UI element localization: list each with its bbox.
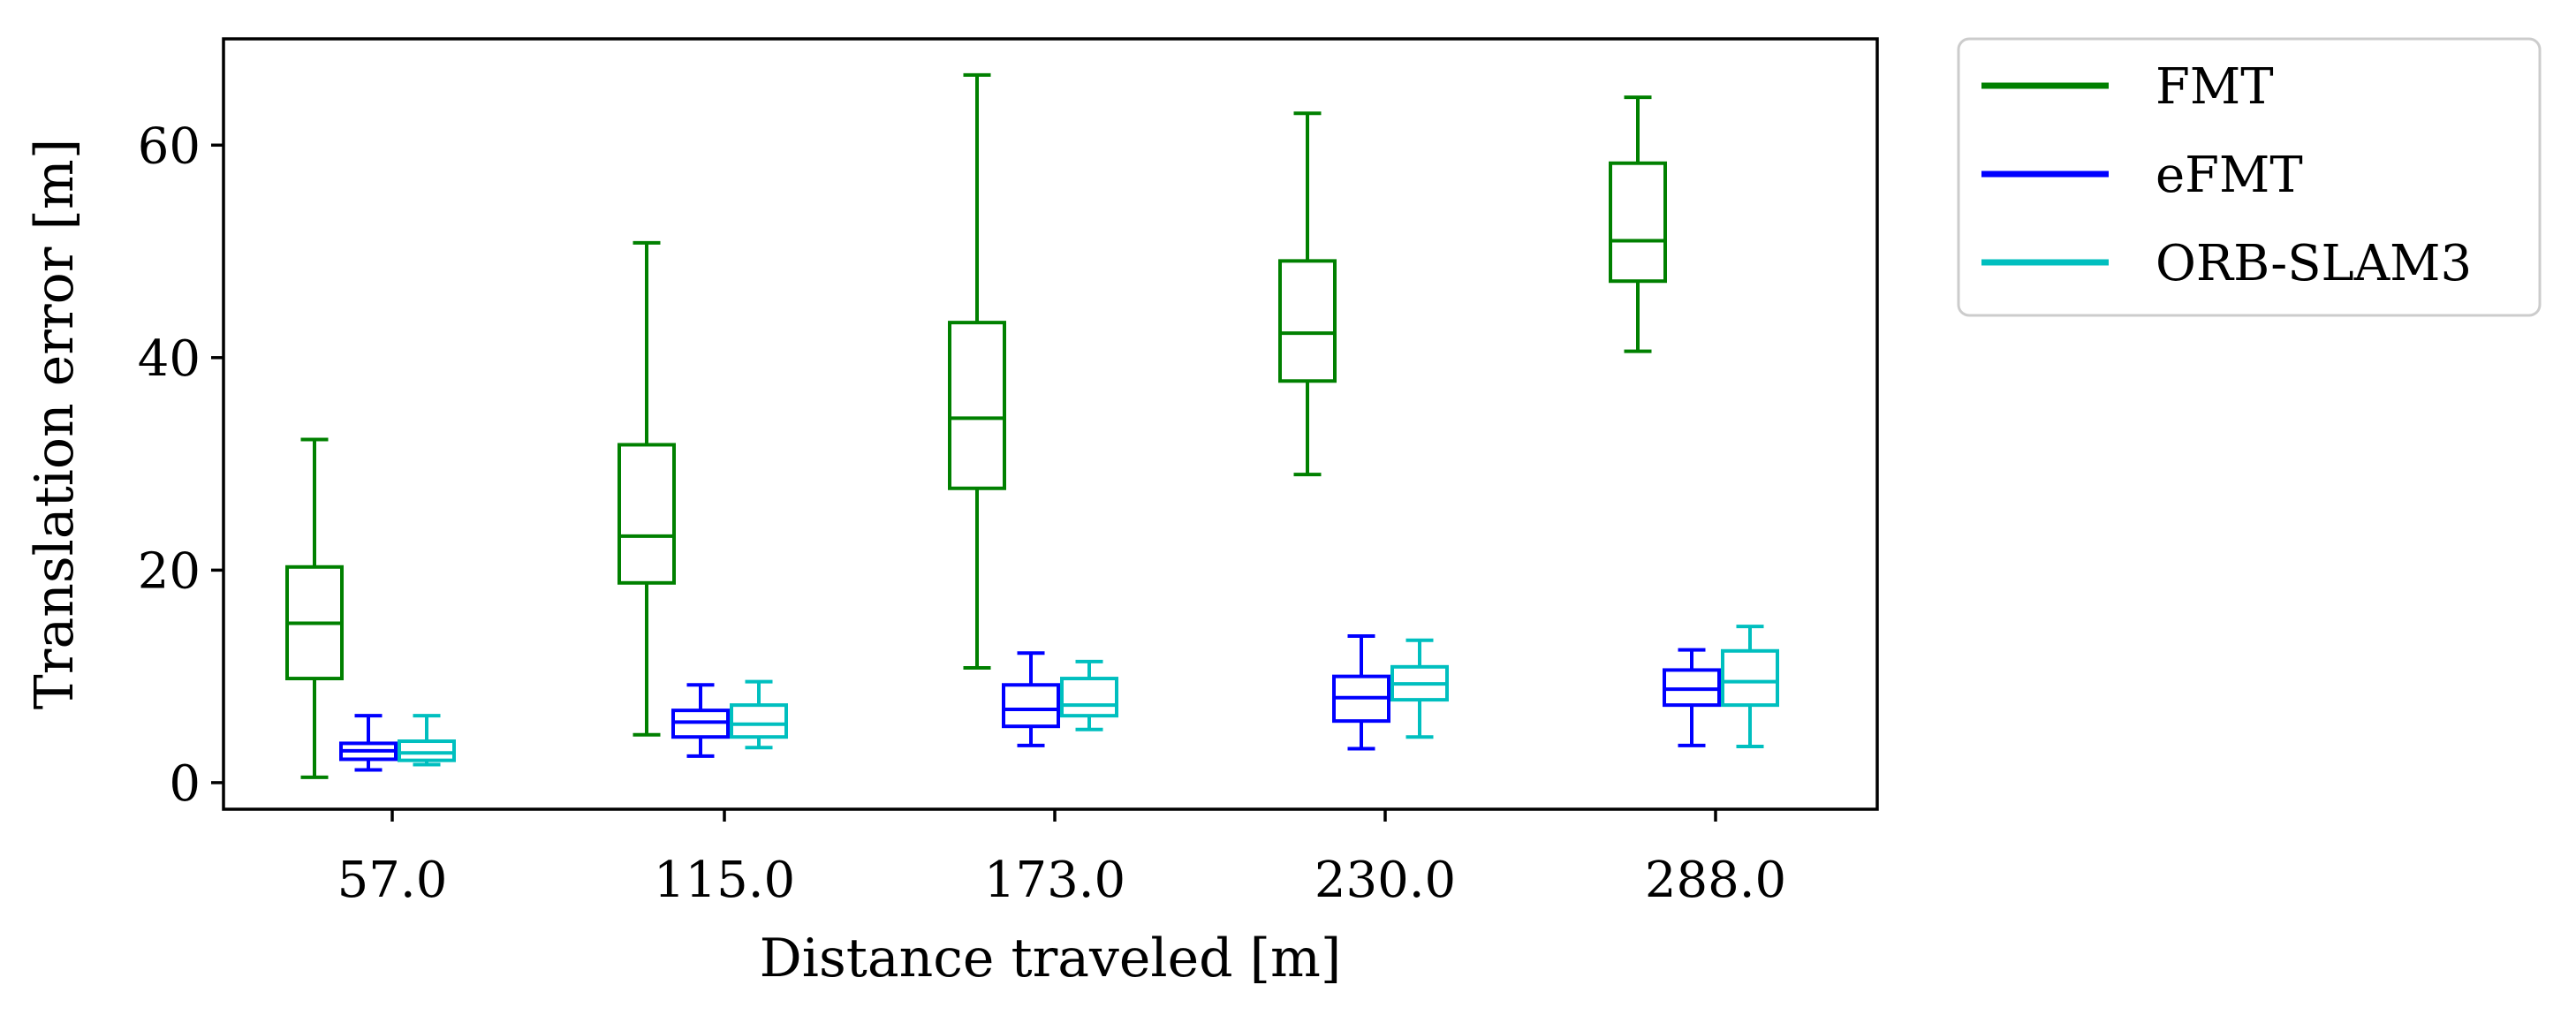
legend: FMT eFMT ORB-SLAM3 [1957,37,2542,317]
box-fmt-115-0 [617,240,676,737]
iqr-box [1609,161,1667,284]
x-tick-label: 173.0 [984,852,1125,909]
legend-label: FMT [2156,58,2274,116]
iqr-box [617,443,676,585]
box-efmt-288-0 [1663,648,1721,747]
legend-entry-efmt: eFMT [1981,147,2303,204]
box-efmt-173-0 [1002,651,1060,747]
y-tick-label: 0 [169,755,201,813]
box-orb-slam3-288-0 [1721,625,1779,749]
box-efmt-57-0 [339,714,398,772]
legend-entry-fmt: FMT [1981,58,2274,116]
x-tick-label: 115.0 [654,852,795,909]
legend-frame [1957,37,2542,317]
box-orb-slam3-57-0 [398,714,456,767]
boxes-layer [285,72,1779,779]
iqr-box [1060,677,1118,718]
legend-entry-orb-slam3: ORB-SLAM3 [1981,235,2472,292]
series-fmt [285,72,1667,779]
box-efmt-230-0 [1332,633,1390,751]
box-fmt-288-0 [1609,95,1667,353]
legend-label: ORB-SLAM3 [2156,235,2472,292]
plot-frame [222,37,1879,811]
series-efmt [339,633,1721,772]
x-axis-label: Distance traveled [m] [760,928,1342,989]
iqr-box [1278,259,1337,383]
box-fmt-173-0 [948,72,1006,671]
box-efmt-115-0 [671,683,730,758]
y-tick-label: 40 [138,330,201,388]
legend-label: eFMT [2156,147,2303,204]
iqr-box [730,703,788,739]
iqr-box [948,321,1006,490]
iqr-box [398,739,456,762]
y-tick-label: 20 [138,542,201,600]
series-orb-slam3 [398,625,1779,767]
x-tick-label: 288.0 [1645,852,1786,909]
x-tick-label: 57.0 [337,852,448,909]
y-tick-label: 60 [138,117,201,175]
box-fmt-230-0 [1278,111,1337,477]
x-tick-label: 230.0 [1315,852,1456,909]
iqr-box [1721,648,1779,708]
box-fmt-57-0 [285,437,344,779]
box-orb-slam3-173-0 [1060,659,1118,731]
iqr-box [1002,683,1060,729]
y-axis-label: Translation error [m] [24,139,86,709]
box-orb-slam3-230-0 [1390,638,1449,739]
legend-entries: FMT eFMT ORB-SLAM3 [1981,58,2472,292]
ticks-layer: 0 20 40 60 57.0 115.0 173.0 230.0 288.0 [138,117,1786,909]
box-orb-slam3-115-0 [730,679,788,750]
